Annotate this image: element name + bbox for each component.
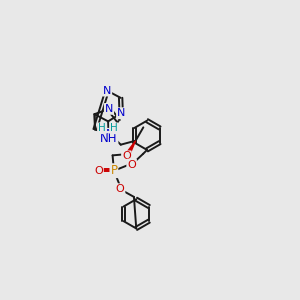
Polygon shape	[126, 141, 136, 155]
Text: O: O	[116, 184, 124, 194]
Text: O: O	[94, 166, 103, 176]
Text: O: O	[127, 160, 136, 170]
Text: N: N	[103, 85, 111, 96]
Text: NH: NH	[100, 132, 118, 145]
Text: H: H	[110, 123, 118, 133]
Text: P: P	[110, 164, 117, 177]
Text: N: N	[106, 129, 114, 139]
Text: H: H	[98, 123, 106, 133]
Text: N: N	[117, 108, 125, 118]
Text: O: O	[122, 151, 131, 161]
Text: N: N	[105, 104, 113, 114]
